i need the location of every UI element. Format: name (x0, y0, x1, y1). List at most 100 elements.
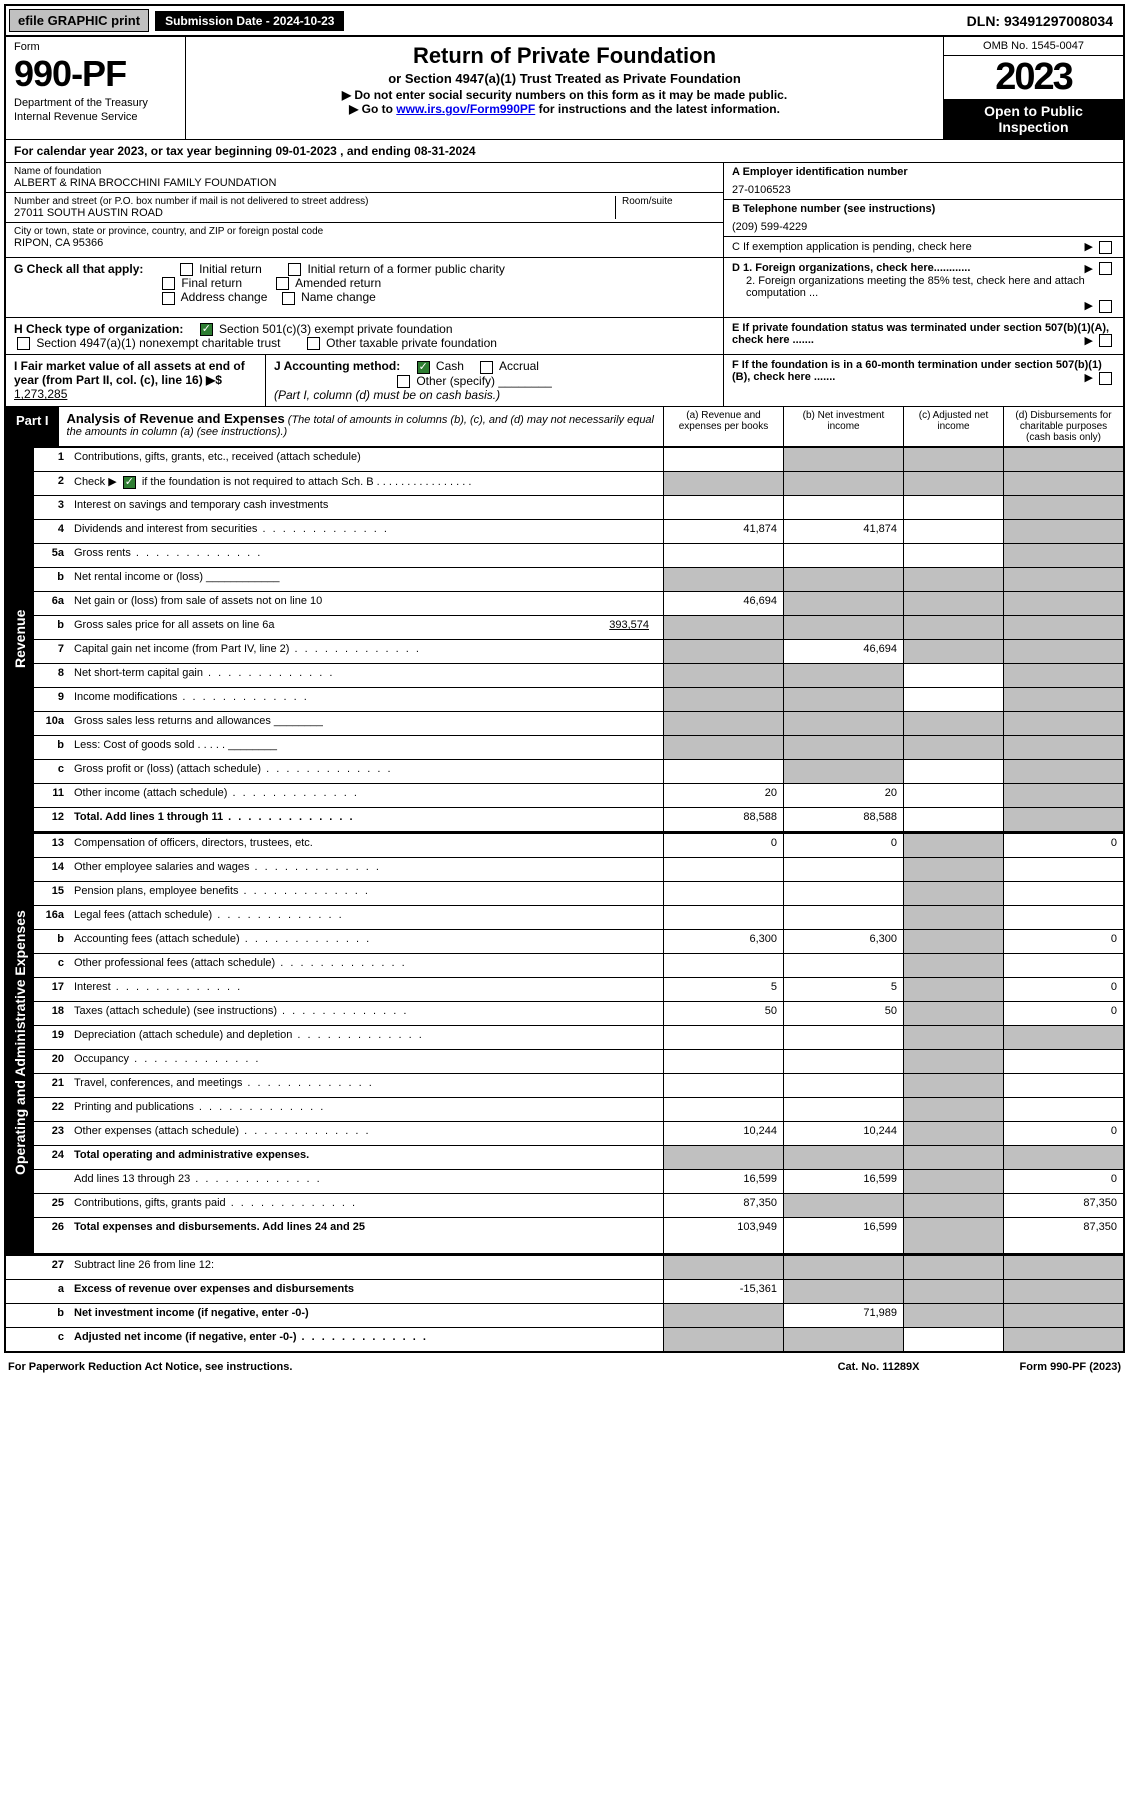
line-10b: Less: Cost of goods sold . . . . . _____… (70, 736, 663, 759)
city-state-zip: RIPON, CA 95366 (14, 237, 715, 249)
exemption-pending-label: C If exemption application is pending, c… (732, 241, 972, 253)
revenue-side-label: Revenue (6, 447, 34, 831)
form-id-block: Form 990-PF Department of the Treasury I… (6, 37, 186, 139)
other-method-checkbox[interactable] (397, 375, 410, 388)
year-block: OMB No. 1545-0047 2023 Open to Public In… (943, 37, 1123, 139)
part-1-label: Part I (6, 407, 59, 446)
h2-checkbox[interactable] (17, 337, 30, 350)
initial-former-checkbox[interactable] (288, 263, 301, 276)
line-23: Other expenses (attach schedule) (70, 1122, 663, 1145)
line-20: Occupancy (70, 1050, 663, 1073)
line-24: Total operating and administrative expen… (70, 1146, 663, 1169)
instruction-1: ▶ Do not enter social security numbers o… (192, 88, 937, 102)
line-9: Income modifications (70, 688, 663, 711)
line-4: Dividends and interest from securities (70, 520, 663, 543)
form-title: Return of Private Foundation (192, 43, 937, 69)
part-1-title: Analysis of Revenue and Expenses (The to… (59, 407, 663, 446)
line-10c: Gross profit or (loss) (attach schedule) (70, 760, 663, 783)
line-3: Interest on savings and temporary cash i… (70, 496, 663, 519)
g-checks: G Check all that apply: Initial return I… (6, 258, 723, 317)
line-22: Printing and publications (70, 1098, 663, 1121)
line-14: Other employee salaries and wages (70, 858, 663, 881)
initial-return-checkbox[interactable] (180, 263, 193, 276)
amended-return-checkbox[interactable] (276, 277, 289, 290)
h3-checkbox[interactable] (307, 337, 320, 350)
line-11: Other income (attach schedule) (70, 784, 663, 807)
line-12: Total. Add lines 1 through 11 (70, 808, 663, 831)
line-16c: Other professional fees (attach schedule… (70, 954, 663, 977)
line-27a: Excess of revenue over expenses and disb… (70, 1280, 663, 1303)
j-accounting: J Accounting method: Cash Accrual Other … (266, 355, 723, 406)
line-16b: Accounting fees (attach schedule) (70, 930, 663, 953)
h-checks: H Check type of organization: Section 50… (6, 318, 723, 355)
open-public: Open to Public Inspection (944, 99, 1123, 139)
name-change-checkbox[interactable] (282, 292, 295, 305)
h1-checkbox[interactable] (200, 323, 213, 336)
line-5a: Gross rents (70, 544, 663, 567)
line-6b: Gross sales price for all assets on line… (70, 616, 663, 639)
sch-b-checkbox[interactable] (123, 476, 136, 489)
col-d-header: (d) Disbursements for charitable purpose… (1003, 407, 1123, 446)
top-bar: efile GRAPHIC print Submission Date - 20… (6, 6, 1123, 37)
col-a-header: (a) Revenue and expenses per books (663, 407, 783, 446)
paperwork-notice: For Paperwork Reduction Act Notice, see … (8, 1361, 292, 1373)
address-change-checkbox[interactable] (162, 292, 175, 305)
form-number: 990-PF (14, 53, 177, 95)
line-21: Travel, conferences, and meetings (70, 1074, 663, 1097)
foundation-name: ALBERT & RINA BROCCHINI FAMILY FOUNDATIO… (14, 177, 715, 189)
d2-checkbox[interactable] (1099, 300, 1112, 313)
fmv-value: 1,273,285 (14, 387, 67, 401)
exemption-checkbox[interactable] (1099, 241, 1112, 254)
col-b-header: (b) Net investment income (783, 407, 903, 446)
line-27c: Adjusted net income (if negative, enter … (70, 1328, 663, 1351)
dln: DLN: 93491297008034 (957, 10, 1123, 32)
line-25: Contributions, gifts, grants paid (70, 1194, 663, 1217)
room-label: Room/suite (622, 196, 715, 207)
form-subtitle: or Section 4947(a)(1) Trust Treated as P… (192, 71, 937, 86)
form-label: Form (14, 41, 177, 53)
e-checkbox[interactable] (1099, 334, 1112, 347)
form-title-block: Return of Private Foundation or Section … (186, 37, 943, 139)
street-address: 27011 SOUTH AUSTIN ROAD (14, 207, 615, 219)
submission-date: Submission Date - 2024-10-23 (155, 11, 344, 31)
line-18: Taxes (attach schedule) (see instruction… (70, 1002, 663, 1025)
efile-print-button[interactable]: efile GRAPHIC print (9, 9, 149, 32)
line-16a: Legal fees (attach schedule) (70, 906, 663, 929)
expenses-side-label: Operating and Administrative Expenses (6, 833, 34, 1253)
d1-checkbox[interactable] (1099, 262, 1112, 275)
irs-link[interactable]: www.irs.gov/Form990PF (396, 102, 535, 116)
omb-number: OMB No. 1545-0047 (944, 37, 1123, 56)
phone-label: B Telephone number (see instructions) (732, 203, 935, 215)
ein-label: A Employer identification number (732, 166, 908, 178)
line-6a: Net gain or (loss) from sale of assets n… (70, 592, 663, 615)
ein: 27-0106523 (732, 184, 1115, 196)
col-c-header: (c) Adjusted net income (903, 407, 1003, 446)
i-fmv: I Fair market value of all assets at end… (6, 355, 266, 406)
line-1: Contributions, gifts, grants, etc., rece… (70, 448, 663, 471)
dept-treasury: Department of the Treasury (14, 97, 177, 109)
line-27b: Net investment income (if negative, ente… (70, 1304, 663, 1327)
line-19: Depreciation (attach schedule) and deple… (70, 1026, 663, 1049)
line-27: Subtract line 26 from line 12: (70, 1256, 663, 1279)
line-24b: Add lines 13 through 23 (70, 1170, 663, 1193)
tax-year: 2023 (944, 56, 1123, 99)
f-checkbox[interactable] (1099, 372, 1112, 385)
final-return-checkbox[interactable] (162, 277, 175, 290)
instruction-2: ▶ Go to www.irs.gov/Form990PF for instru… (192, 102, 937, 116)
line-10a: Gross sales less returns and allowances … (70, 712, 663, 735)
accrual-checkbox[interactable] (480, 361, 493, 374)
line-26: Total expenses and disbursements. Add li… (70, 1218, 663, 1253)
line-17: Interest (70, 978, 663, 1001)
form-ref: Form 990-PF (2023) (1020, 1361, 1121, 1373)
phone: (209) 599-4229 (732, 221, 1115, 233)
cash-checkbox[interactable] (417, 361, 430, 374)
line-2: Check ▶ if the foundation is not require… (70, 472, 663, 495)
dept-irs: Internal Revenue Service (14, 111, 177, 123)
cat-no: Cat. No. 11289X (838, 1361, 920, 1373)
calendar-year: For calendar year 2023, or tax year begi… (6, 140, 1123, 163)
line-5b: Net rental income or (loss) ____________ (70, 568, 663, 591)
foundation-name-cell: Name of foundation ALBERT & RINA BROCCHI… (6, 163, 723, 193)
line-7: Capital gain net income (from Part IV, l… (70, 640, 663, 663)
line-15: Pension plans, employee benefits (70, 882, 663, 905)
line-8: Net short-term capital gain (70, 664, 663, 687)
